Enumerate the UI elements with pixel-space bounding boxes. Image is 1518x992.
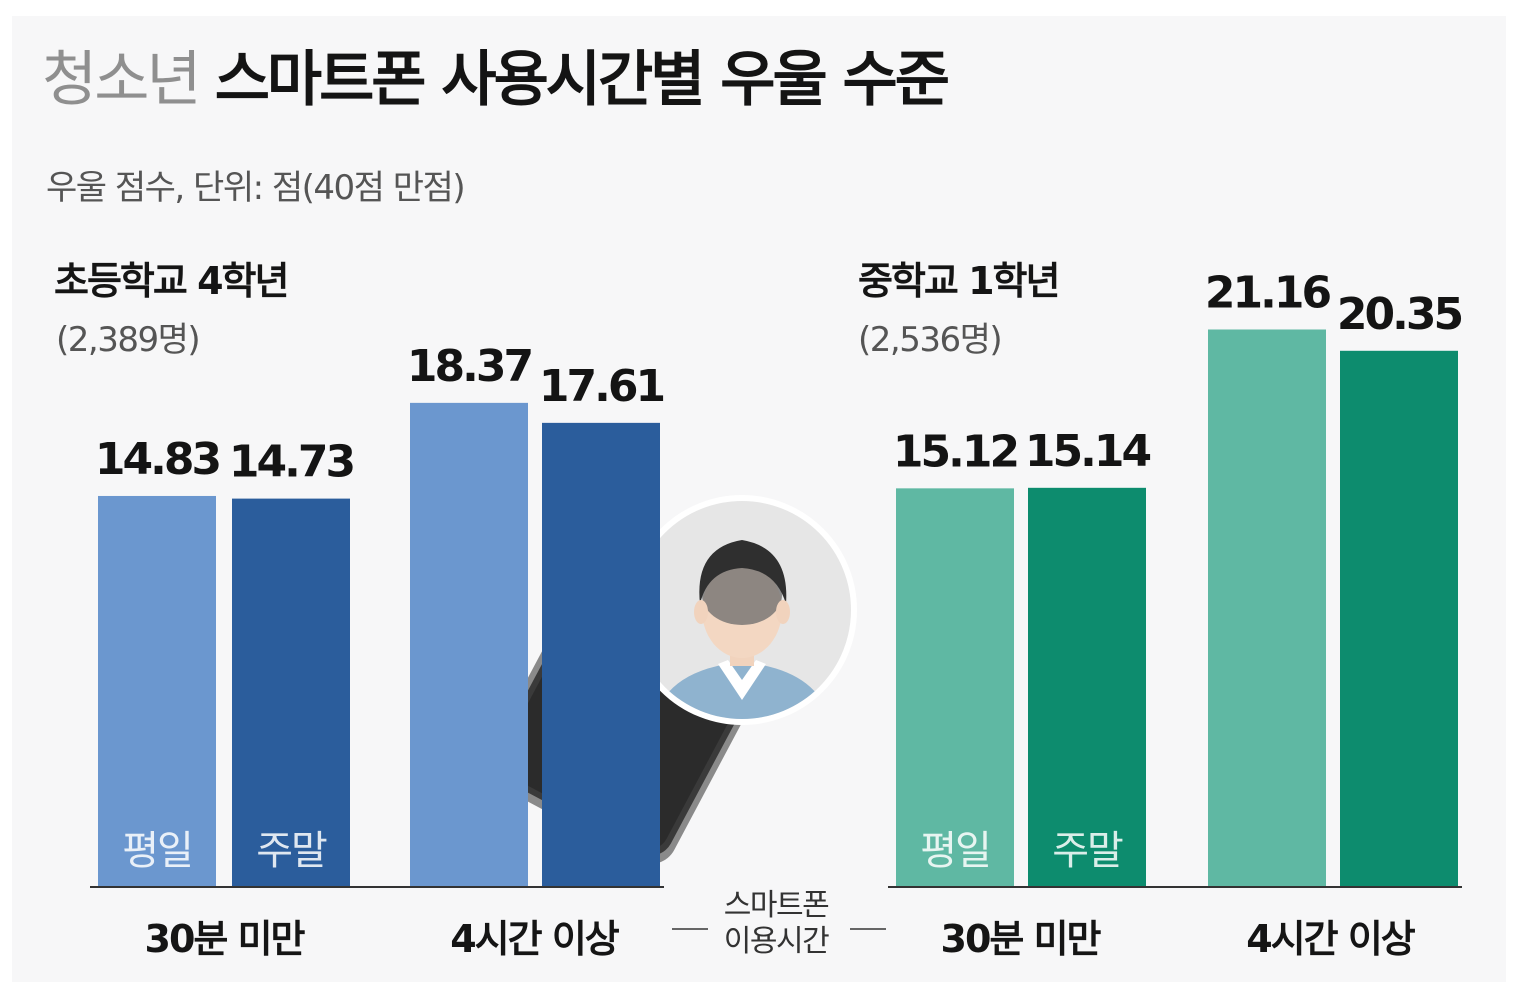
bar-middle-short-weekday: [896, 488, 1014, 886]
value-label: 17.61: [539, 361, 664, 412]
title-light: 청소년: [42, 45, 202, 115]
value-label: 20.35: [1337, 289, 1462, 340]
legend-in-bar-weekday: 평일: [920, 828, 990, 874]
legend-in-bar-weekday: 평일: [122, 828, 192, 874]
chart-subtitle: 우울 점수, 단위: 점(40점 만점): [46, 168, 466, 208]
bar-middle-long-weekday: [1208, 329, 1326, 886]
in-bar-legend-layer: 평일 주말 평일 주말: [122, 828, 1125, 874]
x-axis-title-line2: 이용시간: [723, 924, 830, 959]
value-labels-layer: 14.83 14.73 18.37 17.61 15.12 15.14 21.16 20.35: [95, 267, 1465, 488]
x-axis-title: 스마트폰 이용시간: [706, 888, 846, 960]
axis-dash-right: [850, 928, 886, 930]
group-count-elementary: (2,389명): [56, 320, 201, 360]
value-label: 15.14: [1025, 426, 1151, 477]
bars-layer: [90, 329, 1462, 888]
chart-title: 청소년 스마트폰 사용시간별 우울 수준: [42, 50, 950, 110]
bar-elementary-short-weekday: [98, 495, 216, 886]
bar-elementary-long-weekday: [410, 402, 528, 886]
bar-elementary-long-weekend: [542, 422, 660, 886]
group-label-middle: 중학교 1학년: [858, 259, 1060, 303]
x-tick-middle-short: 30분 미만: [940, 917, 1102, 961]
group-count-middle: (2,536명): [858, 320, 1003, 360]
value-label: 14.83: [95, 434, 220, 485]
legend-in-bar-weekend: 주말: [1052, 828, 1123, 874]
bar-middle-short-weekend: [1028, 487, 1146, 886]
x-tick-elementary-short: 30분 미만: [144, 917, 306, 961]
value-label: 18.37: [407, 341, 532, 392]
x-tick-elementary-long: 4시간 이상: [450, 917, 620, 961]
student-avatar-icon: [627, 495, 857, 725]
legend-in-bar-weekend: 주말: [256, 828, 327, 874]
x-axis-title-line1: 스마트폰: [723, 888, 830, 923]
axis-dash-left: [672, 928, 708, 930]
bar-middle-long-weekend: [1340, 350, 1458, 886]
value-label: 14.73: [229, 437, 354, 488]
title-bold: 스마트폰 사용시간별 우울 수준: [214, 45, 950, 115]
group-label-elementary: 초등학교 4학년: [54, 259, 289, 303]
value-label: 21.16: [1205, 267, 1331, 318]
x-tick-middle-long: 4시간 이상: [1246, 917, 1416, 961]
value-label: 15.12: [893, 426, 1017, 477]
bar-elementary-short-weekend: [232, 498, 350, 886]
